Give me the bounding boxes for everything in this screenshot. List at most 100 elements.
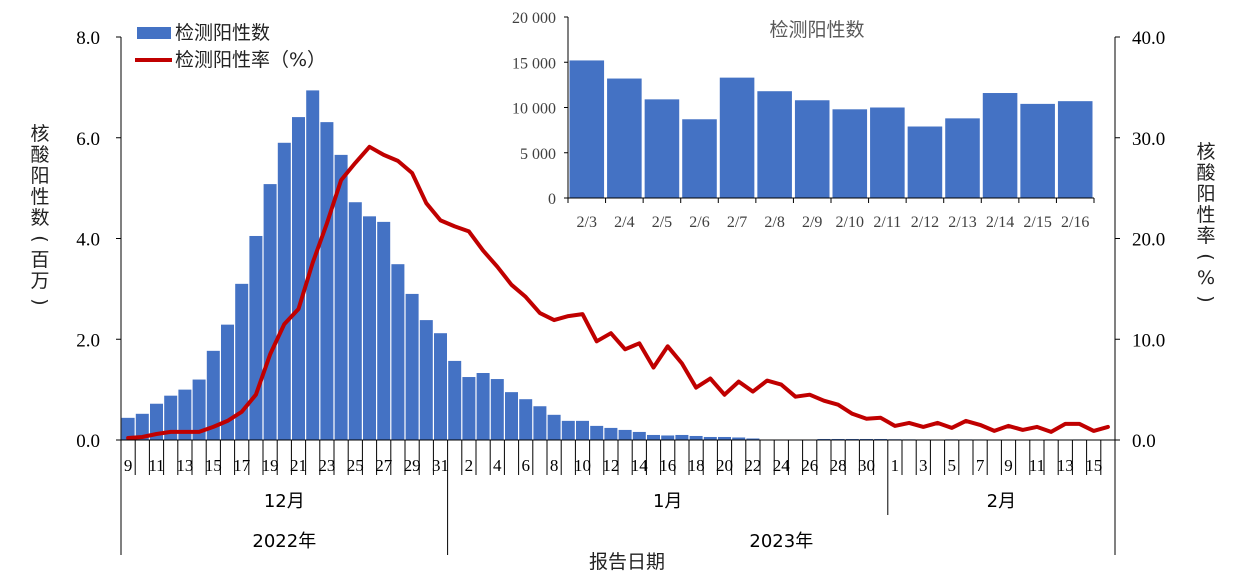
- inset-tick-label: 10 000: [512, 101, 556, 118]
- left-tick-label: 8.0: [76, 28, 100, 49]
- left-tick-label: 0.0: [76, 431, 100, 452]
- date-tick-label: 18: [688, 456, 705, 475]
- month-label: 1月: [653, 491, 682, 512]
- inset-bar: [757, 91, 792, 198]
- bar: [647, 435, 660, 440]
- svg-text:%: %: [1197, 267, 1215, 289]
- bar: [264, 184, 277, 440]
- date-tick-label: 17: [233, 456, 251, 475]
- bar: [548, 415, 561, 440]
- inset-category-label: 2/3: [577, 214, 597, 231]
- date-tick-label: 23: [318, 456, 335, 475]
- inset-tick-label: 0: [548, 191, 556, 208]
- inset-category-label: 2/14: [986, 214, 1014, 231]
- date-tick-label: 3: [919, 456, 928, 475]
- date-tick-label: 16: [659, 456, 676, 475]
- svg-text:百: 百: [30, 249, 49, 271]
- bar: [320, 122, 333, 440]
- date-tick-label: 9: [124, 456, 133, 475]
- bar: [391, 264, 404, 440]
- left-tick-label: 6.0: [76, 129, 100, 150]
- bar: [604, 428, 617, 440]
- inset-category-label: 2/4: [614, 214, 634, 231]
- month-label: 12月: [264, 491, 305, 512]
- date-tick-label: 8: [550, 456, 559, 475]
- svg-text:核: 核: [30, 123, 49, 145]
- svg-text:酸: 酸: [30, 144, 49, 166]
- bar: [633, 432, 646, 440]
- bar: [576, 421, 589, 440]
- inset-category-label: 2/15: [1023, 214, 1051, 231]
- inset-category-label: 2/9: [802, 214, 822, 231]
- bar: [619, 430, 632, 440]
- legend-label-line: 检测阳性率（%）: [175, 49, 326, 71]
- legend-bar-swatch-icon: [137, 27, 171, 39]
- date-tick-label: 4: [493, 456, 502, 475]
- bar: [590, 426, 603, 440]
- inset-bar: [983, 93, 1018, 198]
- legend-label-bar: 检测阳性数: [175, 22, 270, 44]
- bar: [690, 436, 703, 440]
- date-tick-label: 11: [1029, 456, 1045, 475]
- svg-text:性: 性: [30, 186, 49, 208]
- svg-text:): ): [1195, 295, 1217, 302]
- inset-category-label: 2/6: [689, 214, 709, 231]
- svg-text:阳: 阳: [30, 165, 49, 187]
- right-tick-label: 20.0: [1132, 230, 1165, 251]
- month-label: 2月: [987, 491, 1016, 512]
- date-tick-label: 31: [432, 456, 449, 475]
- inset-category-label: 2/8: [764, 214, 784, 231]
- bar: [363, 216, 376, 440]
- bar: [406, 294, 419, 440]
- year-label: 2023年: [749, 531, 813, 552]
- svg-text:核: 核: [1196, 141, 1215, 163]
- date-tick-label: 27: [375, 456, 393, 475]
- svg-text:): ): [29, 298, 51, 305]
- inset-bar: [607, 79, 642, 198]
- date-tick-label: 6: [521, 456, 530, 475]
- date-tick-label: 22: [744, 456, 761, 475]
- left-tick-label: 2.0: [76, 330, 100, 351]
- inset-bar: [870, 108, 905, 199]
- inset-category-label: 2/12: [911, 214, 939, 231]
- inset-bar: [945, 118, 980, 198]
- date-tick-label: 15: [1085, 456, 1102, 475]
- bar: [491, 379, 504, 440]
- inset-category-label: 2/16: [1061, 214, 1089, 231]
- date-tick-label: 1: [891, 456, 900, 475]
- bar: [349, 202, 362, 440]
- inset-bar: [720, 78, 755, 198]
- svg-text:万: 万: [30, 270, 49, 292]
- date-tick-label: 9: [1004, 456, 1013, 475]
- inset-bar: [570, 60, 605, 198]
- bar: [505, 392, 518, 440]
- date-tick-label: 28: [830, 456, 847, 475]
- left-tick-label: 4.0: [76, 230, 100, 251]
- right-tick-label: 40.0: [1132, 28, 1165, 49]
- right-tick-label: 30.0: [1132, 129, 1165, 150]
- bar: [420, 320, 433, 440]
- bar: [519, 399, 532, 440]
- date-tick-label: 7: [976, 456, 985, 475]
- bar: [562, 421, 575, 440]
- x-axis-title: 报告日期: [589, 551, 665, 573]
- svg-text:阳: 阳: [1196, 183, 1215, 205]
- inset-bar: [1058, 101, 1093, 198]
- bar: [377, 222, 390, 440]
- inset-bar: [795, 100, 830, 198]
- svg-text:数: 数: [30, 207, 49, 229]
- date-tick-label: 20: [716, 456, 733, 475]
- date-tick-label: 10: [574, 456, 591, 475]
- inset-category-label: 2/10: [836, 214, 864, 231]
- right-tick-label: 0.0: [1132, 431, 1156, 452]
- right-tick-label: 10.0: [1132, 330, 1165, 351]
- inset-bar: [908, 127, 943, 198]
- inset-category-label: 2/7: [727, 214, 747, 231]
